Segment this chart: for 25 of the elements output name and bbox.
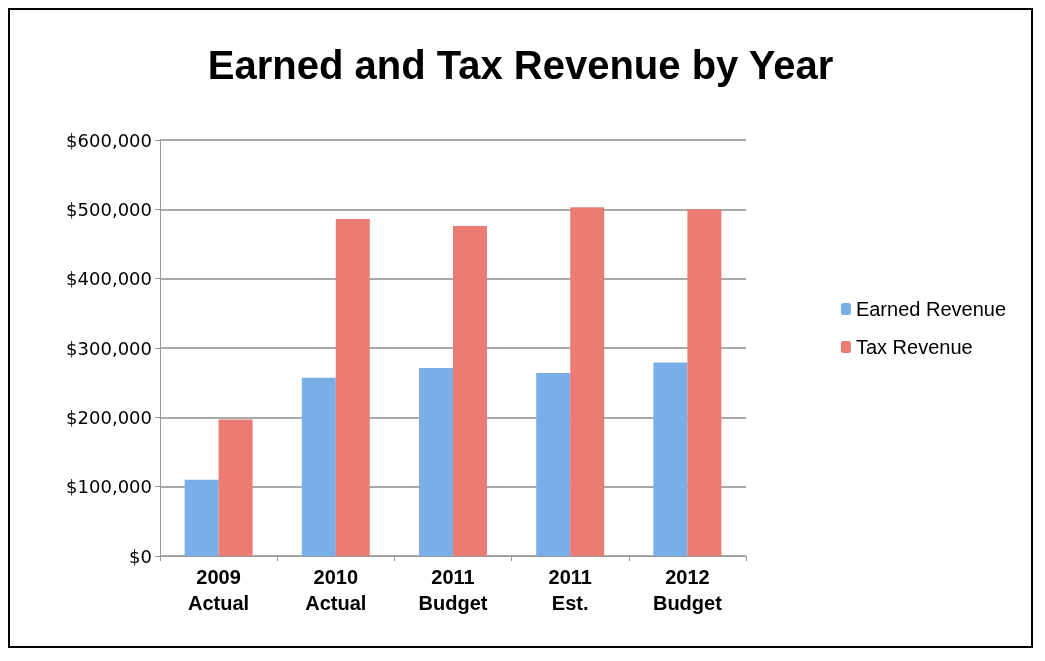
bar (536, 372, 571, 556)
bar (453, 225, 487, 556)
x-tick-label: 2011 Budget (418, 566, 488, 614)
bar (218, 419, 253, 556)
bar (301, 377, 336, 556)
bar (570, 207, 605, 556)
bar (653, 362, 688, 556)
bar (687, 209, 722, 556)
x-tick-label: 2010 Actual (305, 566, 367, 614)
legend-label: Earned Revenue (855, 298, 1006, 320)
y-tick-label: $500,000 (66, 198, 152, 220)
y-tick-label: $300,000 (66, 337, 152, 359)
x-tick-label: 2012 Budget (652, 566, 723, 614)
bar (419, 368, 453, 556)
y-tick-label: $600,000 (66, 129, 152, 151)
x-tick-label: 2011 Est. (548, 566, 592, 614)
bar (184, 479, 219, 556)
legend-label: Tax Revenue (855, 336, 973, 358)
y-tick-label: $0 (129, 545, 152, 567)
chart-title: Earned and Tax Revenue by Year (207, 43, 834, 87)
y-tick-label: $100,000 (66, 476, 152, 498)
bar (335, 219, 370, 556)
y-tick-label: $400,000 (66, 268, 152, 290)
y-tick-label: $200,000 (66, 406, 152, 428)
x-tick-label: 2009 Actual (188, 566, 250, 614)
